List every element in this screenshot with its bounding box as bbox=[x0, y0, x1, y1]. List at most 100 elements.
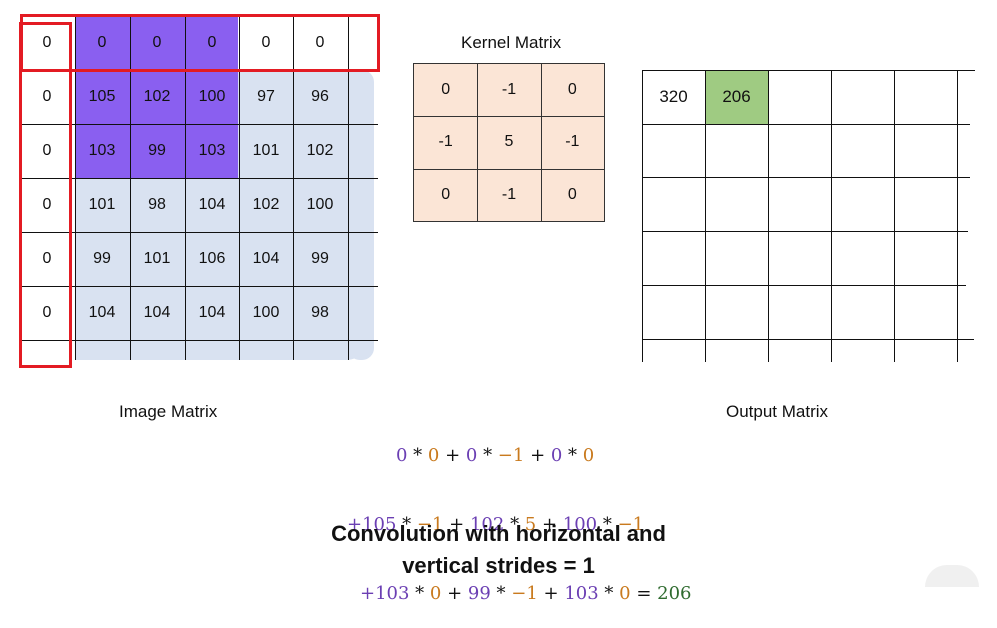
output-grid-line bbox=[642, 339, 974, 340]
kernel-cell: 0 bbox=[441, 185, 451, 203]
formula-term: −1 bbox=[497, 445, 525, 466]
padding-cell: 0 bbox=[152, 34, 162, 51]
output-highlight-cell bbox=[705, 70, 768, 124]
kernel-cell: -1 bbox=[501, 81, 517, 99]
padding-cell: 0 bbox=[42, 142, 52, 159]
kernel-matrix: 0 -1 0 -1 5 -1 0 -1 0 bbox=[413, 63, 605, 222]
image-cell: 102 bbox=[143, 88, 171, 105]
grid-line bbox=[20, 340, 378, 341]
formula-term: + bbox=[441, 583, 468, 604]
kernel-cell: -1 bbox=[565, 133, 580, 151]
formula-term: + bbox=[443, 514, 470, 535]
formula-term: + bbox=[537, 583, 565, 604]
output-grid-line bbox=[642, 70, 643, 362]
image-cell: 104 bbox=[198, 304, 226, 321]
image-cell: 98 bbox=[311, 304, 329, 321]
formula-line-1: 0 * 0 + 0 * −1 + 0 * 0 bbox=[340, 444, 700, 467]
grid-line bbox=[20, 286, 378, 287]
watermark-logo bbox=[871, 18, 997, 58]
output-matrix-label: Output Matrix bbox=[726, 402, 829, 421]
image-cell: 103 bbox=[198, 142, 226, 159]
image-cell: 100 bbox=[252, 304, 280, 321]
grid-line bbox=[20, 124, 378, 125]
output-grid-line bbox=[642, 70, 975, 71]
image-cell: 99 bbox=[93, 250, 111, 267]
image-cell: 97 bbox=[257, 88, 275, 105]
formula-term: * bbox=[598, 583, 620, 604]
grid-line bbox=[239, 16, 240, 360]
kernel-cell: 0 bbox=[441, 81, 451, 99]
formula-term: * bbox=[562, 445, 583, 466]
formula-term: 100 bbox=[562, 514, 598, 535]
kernel-cell: -1 bbox=[501, 185, 517, 203]
output-grid-line bbox=[642, 285, 966, 286]
grid-line bbox=[185, 16, 186, 360]
formula-term: +103 bbox=[360, 583, 410, 604]
formula-term: 206 bbox=[657, 583, 692, 604]
kernel-cell: 0 bbox=[567, 81, 577, 99]
image-cell: 104 bbox=[143, 304, 171, 321]
image-cell: 100 bbox=[198, 88, 226, 105]
formula-term: 0 bbox=[427, 445, 440, 466]
kernel-matrix-label: Kernel Matrix bbox=[461, 33, 562, 52]
kernel-cell: 0 bbox=[567, 185, 577, 203]
image-cell: 104 bbox=[88, 304, 116, 321]
caption-line-2: vertical strides = 1 bbox=[402, 553, 595, 578]
formula-term: 102 bbox=[469, 514, 505, 535]
formula-term: 0 bbox=[465, 445, 478, 466]
formula-term: 5 bbox=[524, 514, 537, 535]
image-cell: 104 bbox=[198, 196, 226, 213]
formula-term: 0 bbox=[396, 445, 408, 466]
image-cell: 98 bbox=[148, 196, 166, 213]
convolution-formula: 0 * 0 + 0 * −1 + 0 * 0 +105 * −1 + 102 *… bbox=[340, 398, 700, 628]
stride-column-box bbox=[19, 22, 72, 368]
caption-line-1: Convolution with horizontal and bbox=[331, 521, 666, 546]
formula-line-3: +103 * 0 + 99 * −1 + 103 * 0 = 206 bbox=[340, 582, 700, 605]
image-cell: 104 bbox=[252, 250, 280, 267]
padding-cell: 0 bbox=[42, 34, 52, 51]
grid-line bbox=[348, 16, 349, 360]
kernel-cell: 5 bbox=[504, 133, 514, 151]
image-cell: 101 bbox=[143, 250, 171, 267]
formula-term: + bbox=[524, 445, 551, 466]
formula-term: * bbox=[504, 514, 525, 535]
padding-cell: 0 bbox=[42, 250, 52, 267]
padding-left-col bbox=[20, 70, 75, 366]
grid-line bbox=[75, 16, 76, 360]
padding-cell: 0 bbox=[97, 34, 107, 51]
output-grid-line bbox=[894, 70, 895, 362]
formula-term: * bbox=[407, 445, 428, 466]
image-cell: 102 bbox=[252, 196, 280, 213]
formula-term: * bbox=[490, 583, 512, 604]
output-grid-line bbox=[642, 177, 970, 178]
output-grid-line bbox=[705, 70, 706, 362]
formula-term: 0 bbox=[619, 583, 631, 604]
stride-row-box bbox=[20, 14, 380, 72]
output-grid-line bbox=[642, 231, 968, 232]
kernel-grid-line bbox=[414, 168, 604, 170]
formula-term: 0 bbox=[582, 445, 595, 466]
image-cell: 103 bbox=[88, 142, 116, 159]
grid-line bbox=[20, 232, 378, 233]
image-cell: 99 bbox=[311, 250, 329, 267]
padding-cell: 0 bbox=[42, 88, 52, 105]
formula-term: 103 bbox=[564, 583, 599, 604]
image-cell: 105 bbox=[88, 88, 116, 105]
watermark-mascot bbox=[925, 565, 979, 587]
formula-term: + bbox=[439, 445, 466, 466]
output-grid-line bbox=[768, 70, 769, 362]
padding-cell: 0 bbox=[261, 34, 271, 51]
formula-term: +105 bbox=[347, 514, 397, 535]
output-cell: 206 bbox=[722, 87, 751, 106]
formula-term: * bbox=[409, 583, 430, 604]
grid-line bbox=[20, 178, 378, 179]
image-cell: 102 bbox=[306, 142, 334, 159]
formula-term: * bbox=[597, 514, 618, 535]
formula-term: −1 bbox=[416, 514, 444, 535]
image-cell: 96 bbox=[311, 88, 329, 105]
formula-term: + bbox=[536, 514, 563, 535]
formula-term: = bbox=[630, 583, 658, 604]
output-grid-line bbox=[831, 70, 832, 362]
image-cell: 100 bbox=[306, 196, 334, 213]
padding-cell: 0 bbox=[315, 34, 325, 51]
